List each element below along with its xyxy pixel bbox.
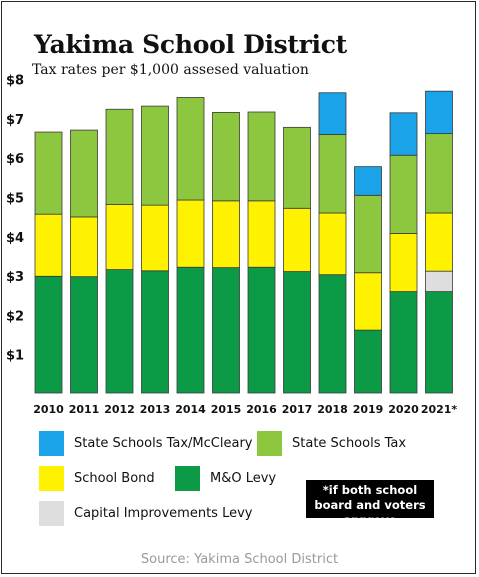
bar-segment (283, 271, 311, 394)
x-tick-label: 2020 (388, 403, 419, 416)
y-tick-label: $7 (6, 113, 24, 128)
bar-segment (354, 166, 382, 196)
bar-segment (354, 329, 382, 394)
x-tick-label: 2016 (246, 403, 277, 416)
x-tick-label: 2011 (69, 403, 100, 416)
bar-segment (318, 274, 347, 394)
bar-segment (70, 276, 98, 394)
bar-segment (34, 131, 63, 215)
legend-label-school-bond: School Bond (74, 471, 155, 486)
bar-segment (141, 105, 169, 206)
y-tick-label: $5 (6, 192, 24, 207)
legend-item-mo-levy: M&O Levy (175, 466, 276, 491)
source-credit: Source: Yakima School District (140, 552, 339, 567)
y-tick-label: $3 (6, 270, 24, 285)
x-tick-label: 2010 (33, 403, 64, 416)
legend-swatch-state-schools-tax (257, 431, 282, 456)
bar-segment (389, 154, 418, 234)
bar-segment (389, 291, 418, 394)
legend-label-mccleary: State Schools Tax/McCleary (74, 436, 253, 451)
bar-segment (34, 213, 63, 277)
bar-segment (141, 270, 169, 394)
x-tick-label: 2012 (104, 403, 135, 416)
x-tick-label: 2015 (211, 403, 242, 416)
bar-segment (105, 269, 134, 394)
bar-segment (247, 200, 276, 268)
x-tick-label: 2017 (282, 403, 313, 416)
y-tick-label: $6 (6, 152, 24, 167)
bar-segment (176, 199, 205, 268)
bar-segment (425, 270, 453, 293)
legend-item-mccleary: State Schools Tax/McCleary (39, 431, 253, 456)
bar-segment (425, 291, 453, 394)
bar-segment (318, 92, 347, 135)
bar-segment (34, 275, 63, 394)
bar-segment (212, 200, 240, 269)
bar-segment (354, 194, 382, 274)
legend-swatch-mccleary (39, 431, 64, 456)
chart-title: Yakima School District (34, 30, 347, 59)
x-tick-label: 2014 (175, 403, 206, 416)
legend-swatch-school-bond (39, 466, 64, 491)
y-tick-label: $8 (6, 74, 24, 89)
bar-segment (141, 204, 169, 272)
bar-segment (176, 97, 205, 201)
bar-segment (283, 126, 311, 209)
x-tick-label: 2018 (317, 403, 348, 416)
x-tick-label: 2019 (353, 403, 384, 416)
bar-segment (318, 212, 347, 276)
legend-label-mo-levy: M&O Levy (210, 471, 277, 486)
legend-item-capital-improvements: Capital Improvements Levy (39, 501, 252, 526)
bar-segment (318, 134, 347, 214)
x-tick-label: 2021* (421, 403, 458, 416)
y-tick-label: $2 (6, 309, 24, 324)
y-tick-label: $1 (6, 349, 24, 364)
bar-segment (212, 111, 240, 202)
bar-segment (70, 216, 98, 278)
chart-subtitle: Tax rates per $1,000 assesed valuation (32, 62, 309, 78)
bar-segment (425, 90, 453, 135)
legend-swatch-mo-levy (175, 466, 200, 491)
bar-segment (212, 267, 240, 394)
x-tick-label: 2013 (140, 403, 171, 416)
bar-segment (425, 212, 453, 272)
y-tick-label: $4 (6, 231, 24, 246)
legend-label-capital-improvements: Capital Improvements Levy (74, 506, 253, 521)
bar-segment (389, 112, 418, 156)
bar-segment (354, 272, 382, 331)
bar-segment (389, 233, 418, 293)
bar-segment (70, 129, 98, 218)
legend-item-state-schools-tax: State Schools Tax (257, 431, 406, 456)
bar-segment (176, 266, 205, 394)
bar-segment (105, 203, 134, 270)
bar-segment (247, 266, 276, 394)
legend-swatch-capital-improvements (39, 501, 64, 526)
legend-label-state-schools-tax: State Schools Tax (292, 436, 407, 451)
bar-segment (105, 108, 134, 205)
bar-segment (247, 111, 276, 202)
legend-item-school-bond: School Bond (39, 466, 155, 491)
bar-segment (283, 207, 311, 272)
bar-segment (425, 133, 453, 214)
approval-note: *if both school board and voters approve (306, 480, 434, 527)
